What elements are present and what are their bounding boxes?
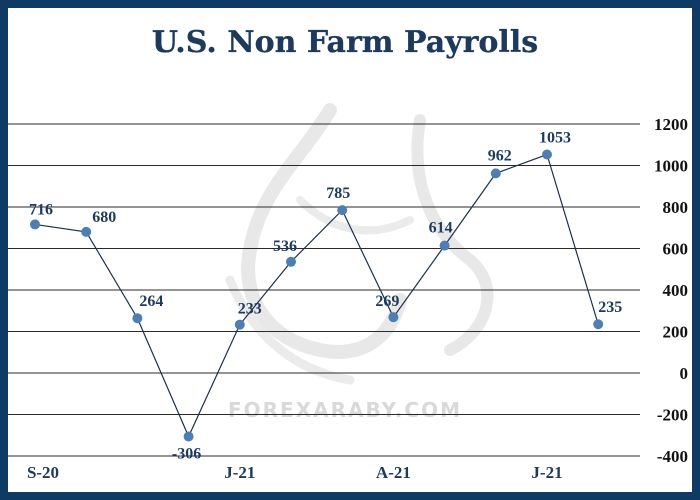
x-axis-ticks: S-20 J-21 A-21 J-21: [27, 463, 563, 482]
y-tick-label: -400: [657, 447, 688, 466]
y-tick-label: 400: [663, 281, 689, 300]
x-tick-label: J-21: [531, 463, 562, 482]
data-point: [542, 149, 552, 160]
watermark: FOREXARABY.COM: [225, 103, 494, 422]
x-tick-label: A-21: [376, 463, 411, 482]
data-point: [132, 313, 143, 324]
chart-title: U.S. Non Farm Payrolls: [152, 25, 538, 60]
data-label: 614: [429, 220, 453, 237]
data-point: [593, 319, 604, 330]
data-point: [30, 219, 40, 230]
data-point: [286, 256, 296, 267]
data-label: 264: [139, 293, 163, 310]
grid-lines: [8, 123, 640, 457]
data-label: 962: [488, 147, 512, 164]
y-tick-label: 200: [663, 323, 689, 342]
data-point: [439, 240, 450, 251]
y-tick-label: 600: [663, 240, 689, 259]
data-label: 269: [375, 293, 399, 310]
watermark-text: FOREXARABY.COM: [228, 398, 462, 422]
y-tick-label: 1200: [654, 115, 688, 134]
data-point: [388, 312, 399, 323]
data-point: [81, 226, 92, 237]
watermark-logo-icon: [225, 103, 494, 385]
data-label: 680: [92, 209, 116, 226]
y-tick-label: 800: [663, 198, 689, 217]
y-tick-label: -200: [657, 406, 688, 425]
data-label: 1053: [539, 130, 571, 147]
data-label: 536: [273, 238, 297, 255]
data-point: [490, 168, 501, 179]
series-line: [34, 153, 599, 438]
data-label: -306: [172, 445, 201, 462]
data-point: [183, 431, 194, 442]
y-tick-label: 0: [680, 364, 689, 383]
y-tick-label: 1000: [654, 157, 688, 176]
data-point: [234, 319, 245, 330]
x-tick-label: J-21: [224, 463, 255, 482]
data-label: 233: [238, 301, 262, 318]
data-point: [337, 205, 348, 216]
data-label: 716: [29, 201, 53, 218]
y-axis-ticks: -400 -200 0 200 400 600 800 1000 1200: [654, 115, 688, 466]
data-labels: 716 680 264 -306 233 536 785 269 614 962 1053 235: [29, 130, 622, 463]
data-label: 235: [598, 299, 622, 316]
x-tick-label: S-20: [27, 463, 59, 482]
series: [30, 149, 604, 442]
data-label: 785: [326, 185, 350, 202]
